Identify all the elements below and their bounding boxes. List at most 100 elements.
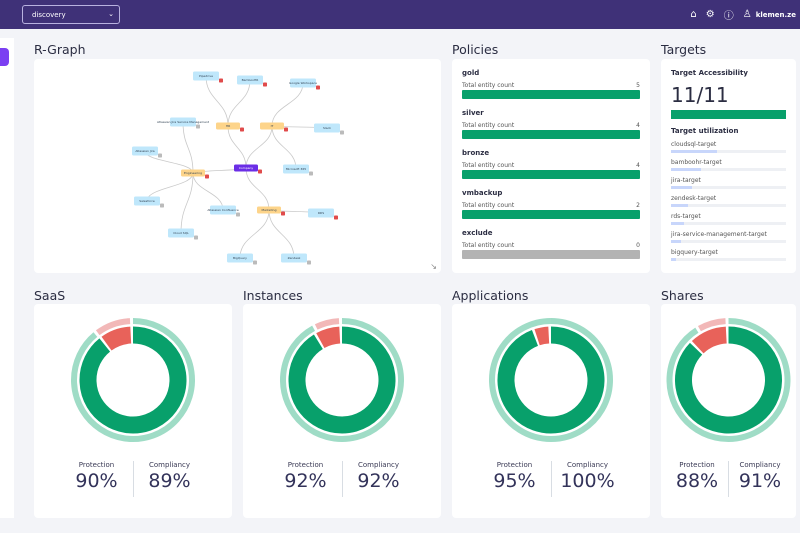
graph-node-confluence[interactable]: Atlassian Confluence [207,205,240,217]
policy-item[interactable]: gold Total entity count 5 [462,69,640,99]
graph-node-gws[interactable]: Google Workspace [289,78,320,90]
policy-name: vmbackup [462,189,503,197]
summary-donut [71,318,195,442]
graph-node-label: Atlassian Jira [135,149,154,153]
target-utilization-item: cloudsql-target [671,141,786,153]
graph-node-it[interactable]: IT [260,122,288,132]
graph-node-label: Slack [323,126,331,130]
target-utilization-item: jira-target [671,177,786,189]
policy-bar [462,130,640,139]
graph-edge [239,209,270,259]
graph-node-salesforce[interactable]: Salesforce [134,196,164,208]
policy-item[interactable]: bronze Total entity count 4 [462,149,640,179]
policy-count-label: Total entity count [462,82,515,89]
graph-node-label: Microsoft 365 [286,167,306,171]
graph-node-label: Company [239,166,253,170]
graph-node-eng[interactable]: Engineering [181,169,209,179]
status-icon [258,169,262,174]
graph-node-label: RDS [318,211,324,215]
status-icon [307,260,311,265]
graph-node-label: HR [226,124,230,128]
sidebar-toggle-button[interactable] [0,48,9,66]
graph-edge [227,125,247,169]
graph-node-pipedrive[interactable]: Pipedrive [193,71,223,83]
policies-card: gold Total entity count 5 silver Total en… [452,59,650,273]
status-icon [158,153,162,158]
protection-value: 95% [493,470,536,492]
summary-donut [280,318,404,442]
target-accessibility-value: 11/11 [671,83,729,107]
graph-node-cloudsql[interactable]: Cloud SQL [168,228,198,240]
graph-node-ms365[interactable]: Microsoft 365 [283,164,313,176]
graph-node-jsm[interactable]: Atlassian Jira Service Management [157,117,210,129]
status-icon [263,82,267,87]
protection-ok-arc [288,326,396,434]
protection-ok-arc [675,326,782,434]
compliancy-value: 92% [357,470,400,492]
graph-node-company[interactable]: Company [234,164,262,174]
policy-bar [462,170,640,179]
policy-item[interactable]: vmbackup Total entity count 2 [462,189,640,219]
policy-count-label: Total entity count [462,242,515,249]
compliancy-ok-arc [666,318,791,442]
status-icon [219,78,223,83]
rgraph-canvas[interactable]: Company HR IT Engineering Marketing Pipedrive… [34,59,441,273]
gear-icon[interactable]: ⚙ [705,9,715,20]
graph-node-jira[interactable]: Atlassian Jira [132,146,162,158]
target-utilization-item: bamboohr-target [671,159,786,171]
targets-card: Target Accessibility 11/11 Target utiliz… [661,59,796,273]
target-utilization-item: rds-target [671,213,786,225]
graph-node-label: Engineering [184,171,202,175]
status-icon [194,235,198,240]
graph-node-label: Atlassian Jira Service Management [157,120,210,124]
graph-node-slack[interactable]: Slack [314,123,344,135]
graph-edge [205,75,229,127]
status-icon [236,212,240,217]
summary-title: Applications [452,288,529,303]
graph-node-bigquery[interactable]: BigQuery [227,253,257,265]
user-icon[interactable]: ♙ [742,9,752,20]
graph-node-label: BigQuery [233,256,247,260]
graph-node-zendesk[interactable]: Zendesk [281,253,311,265]
graph-node-hr[interactable]: HR [216,122,244,132]
compliancy-value: 100% [560,470,615,492]
compliancy-ok-arc [71,318,195,442]
target-name: bamboohr-target [671,159,722,166]
graph-edge [192,172,224,211]
expand-icon[interactable]: ↘ [430,262,437,271]
summary-card: Protection 95% Compliancy 100% [452,304,650,518]
policy-bar [462,210,640,219]
help-icon[interactable]: ⓘ [723,11,734,22]
graph-edge [180,172,194,234]
protection-fail-arc [534,326,550,346]
policy-item[interactable]: silver Total entity count 4 [462,109,640,139]
target-utilization-label: Target utilization [671,127,739,135]
target-utilization-bar [671,240,682,243]
graph-node-bamboohr[interactable]: BambooHR [237,75,267,87]
graph-edge [268,209,295,259]
basket-icon[interactable]: ⌂ [690,9,697,20]
graph-node-label: BambooHR [242,78,259,82]
status-icon [309,171,313,176]
compliancy-value: 89% [148,470,191,492]
summary-donut [666,318,791,442]
protection-label: Protection [679,461,715,469]
graph-node-label: Zendesk [288,256,301,260]
compliancy-fail-arc [697,318,726,332]
policy-name: gold [462,69,480,77]
target-utilization-bar [671,168,701,171]
target-accessibility-label: Target Accessibility [671,69,748,77]
policy-item[interactable]: exclude Total entity count 0 [462,229,640,259]
compliancy-ok-arc [489,318,613,442]
divider [550,461,552,497]
status-icon [205,174,209,179]
rgraph-title: R-Graph [34,42,86,57]
user-name[interactable]: klemen.ze [755,10,796,19]
target-utilization-item: zendesk-target [671,195,786,207]
compliancy-label: Compliancy [357,461,400,469]
graph-node-rds[interactable]: RDS [308,208,338,220]
graph-node-mkt[interactable]: Marketing [257,206,285,216]
policy-count-label: Total entity count [462,122,515,129]
policy-count: 0 [636,242,640,249]
context-select[interactable]: discovery ⌄ [22,5,120,24]
